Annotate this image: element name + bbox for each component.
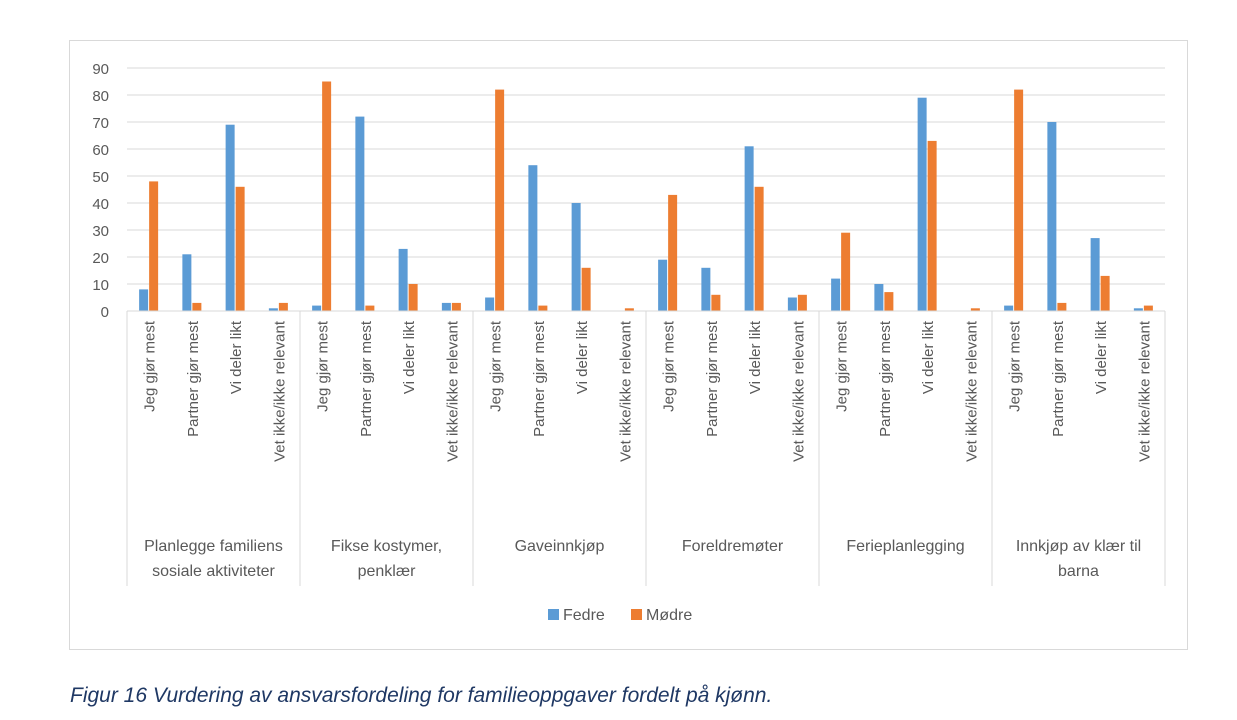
y-tick-label: 40 xyxy=(92,196,109,213)
bar-mødre xyxy=(278,302,288,311)
bar-fedre xyxy=(787,297,797,311)
x-tick-label: Vi deler likt xyxy=(401,320,418,394)
bar-mødre xyxy=(235,186,245,311)
x-tick-label: Vi deler likt xyxy=(574,320,591,394)
legend-swatch-fedre xyxy=(548,609,559,620)
x-tick-label: Vet ikke/ikke relevant xyxy=(444,320,461,462)
bar-fedre xyxy=(917,97,927,311)
bar-mødre xyxy=(1057,302,1067,311)
bar-mødre xyxy=(884,292,894,311)
y-tick-label: 10 xyxy=(92,277,109,294)
bar-mødre xyxy=(581,267,591,311)
x-tick-label: Partner gjør mest xyxy=(877,320,894,437)
bar-fedre xyxy=(1133,308,1143,311)
x-tick-label: Vet ikke/ikke relevant xyxy=(1136,320,1153,462)
y-tick-label: 20 xyxy=(92,250,109,267)
group-label: Planlegge familiens sosiale aktiviteter xyxy=(144,538,283,580)
x-tick-label: Vet ikke/ikke relevant xyxy=(963,320,980,462)
group-label: Innkjøp av klær til barna xyxy=(1016,538,1141,580)
x-tick-label: Vi deler likt xyxy=(1093,320,1110,394)
x-tick-label: Partner gjør mest xyxy=(1050,320,1067,437)
x-tick-label: Jeg gjør mest xyxy=(315,320,332,412)
x-tick-label: Partner gjør mest xyxy=(358,320,375,437)
group-label: Fikse kostymer, penklær xyxy=(331,538,442,580)
x-tick-label: Jeg gjør mest xyxy=(142,320,159,412)
bar-fedre xyxy=(874,284,884,311)
bar-fedre xyxy=(398,248,408,311)
x-tick-label: Vet ikke/ikke relevant xyxy=(617,320,634,462)
y-tick-label: 90 xyxy=(92,61,109,78)
bar-mødre xyxy=(841,232,851,311)
bar-fedre xyxy=(1047,122,1057,311)
bar-fedre xyxy=(268,308,278,311)
bar-fedre xyxy=(571,203,581,311)
y-tick-label: 60 xyxy=(92,142,109,159)
bar-mødre xyxy=(711,294,721,311)
bar-mødre xyxy=(1100,275,1110,311)
bar-fedre xyxy=(528,165,538,311)
x-tick-label: Vi deler likt xyxy=(920,320,937,394)
bar-mødre xyxy=(408,284,418,311)
bar-chart: 0 10 20 30 40 50 60 70 80 90 Jeg gjør mest Partner … xyxy=(92,61,1166,624)
bar-fedre xyxy=(312,305,322,311)
bar-mødre xyxy=(451,302,461,311)
x-tick-label: Jeg gjør mest xyxy=(834,320,851,412)
y-tick-label: 70 xyxy=(92,115,109,132)
x-tick-label: Vi deler likt xyxy=(747,320,764,394)
figure-caption: Figur 16 Vurdering av ansvarsfordeling f… xyxy=(70,684,773,707)
x-tick-label: Vet ikke/ikke relevant xyxy=(790,320,807,462)
legend-label-fedre: Fedre xyxy=(563,607,605,624)
bar-fedre xyxy=(441,302,451,311)
bar-mødre xyxy=(797,294,807,311)
x-tick-label: Vi deler likt xyxy=(228,320,245,394)
bar-mødre xyxy=(149,181,159,311)
y-tick-label: 80 xyxy=(92,88,109,105)
bar-mødre xyxy=(495,89,505,311)
bar-fedre xyxy=(182,254,192,311)
bar-fedre xyxy=(831,278,841,311)
x-tick-label: Jeg gjør mest xyxy=(1007,320,1024,412)
bar-fedre xyxy=(225,124,235,311)
bar-fedre xyxy=(1090,238,1100,311)
bar-fedre xyxy=(139,289,149,311)
bar-fedre xyxy=(658,259,668,311)
x-tick-label: Partner gjør mest xyxy=(185,320,202,437)
group-label: Foreldremøter xyxy=(682,538,784,555)
bar-fedre xyxy=(355,116,365,311)
bar-fedre xyxy=(744,146,754,311)
legend-swatch-mødre xyxy=(631,609,642,620)
group-label: Gaveinnkjøp xyxy=(515,538,605,555)
bar-mødre xyxy=(754,186,764,311)
bar-mødre xyxy=(365,305,375,311)
x-tick-label: Jeg gjør mest xyxy=(661,320,678,412)
bar-fedre xyxy=(701,267,711,311)
chart-frame: 0 10 20 30 40 50 60 70 80 90 Jeg gjør mest Partner … xyxy=(69,40,1188,650)
bar-mødre xyxy=(624,308,634,311)
bar-mødre xyxy=(322,81,332,311)
bar-fedre xyxy=(1004,305,1014,311)
bar-mødre xyxy=(192,302,202,311)
x-tick-label: Vet ikke/ikke relevant xyxy=(271,320,288,462)
bar-mødre xyxy=(538,305,548,311)
bar-mødre xyxy=(668,194,678,311)
x-tick-label: Partner gjør mest xyxy=(704,320,721,437)
legend-label-mødre: Mødre xyxy=(646,607,692,624)
bar-mødre xyxy=(1143,305,1153,311)
y-tick-label: 50 xyxy=(92,169,109,186)
y-tick-label: 0 xyxy=(101,304,109,321)
bar-fedre xyxy=(485,297,495,311)
x-tick-label: Jeg gjør mest xyxy=(488,320,505,412)
group-label: Ferieplanlegging xyxy=(846,538,964,555)
bar-mødre xyxy=(1014,89,1024,311)
bar-mødre xyxy=(927,140,937,311)
x-tick-label: Partner gjør mest xyxy=(531,320,548,437)
bar-mødre xyxy=(970,308,980,311)
y-tick-label: 30 xyxy=(92,223,109,240)
